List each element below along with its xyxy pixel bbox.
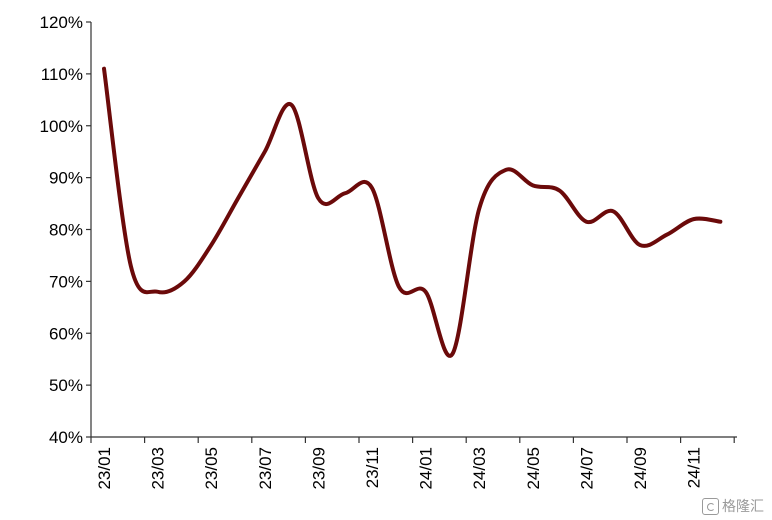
y-tick-label: 50% — [49, 376, 83, 395]
y-tick-label: 110% — [41, 65, 83, 84]
y-tick-label: 60% — [49, 324, 83, 343]
y-tick-label: 120% — [40, 13, 83, 32]
y-tick-label: 80% — [49, 221, 83, 240]
x-tick-label: 24/09 — [631, 447, 650, 490]
watermark-text: 格隆汇 — [722, 499, 764, 515]
y-axis: 40% 50% 60% 70% 80% 90% 100% 110% 120% — [40, 13, 92, 447]
series-group — [102, 66, 723, 358]
x-tick-label: 24/07 — [577, 447, 596, 490]
x-tick-label: 23/03 — [149, 447, 168, 490]
x-axis: 23/01 23/03 23/05 23/07 23/09 23/11 24/01 24/03… — [90, 436, 737, 490]
x-tick-label: 24/05 — [524, 447, 543, 490]
watermark-logo-icon — [702, 497, 719, 515]
x-tick-label: 23/05 — [202, 447, 221, 490]
x-tick-label: 24/11 — [685, 447, 704, 488]
y-tick-label: 90% — [49, 169, 83, 188]
series-line — [102, 66, 723, 358]
x-tick-label: 23/01 — [95, 447, 114, 490]
x-tick-label: 23/11 — [363, 447, 382, 488]
x-tick-label: 23/07 — [256, 447, 275, 490]
x-tick-label: 24/03 — [470, 447, 489, 490]
x-tick-label: 24/01 — [417, 447, 436, 490]
y-tick-label: 100% — [40, 117, 83, 136]
y-tick-label: 70% — [49, 272, 83, 291]
y-tick-label: 40% — [49, 428, 83, 447]
x-tick-label: 23/09 — [309, 447, 328, 490]
watermark: 格隆汇 — [702, 496, 764, 516]
